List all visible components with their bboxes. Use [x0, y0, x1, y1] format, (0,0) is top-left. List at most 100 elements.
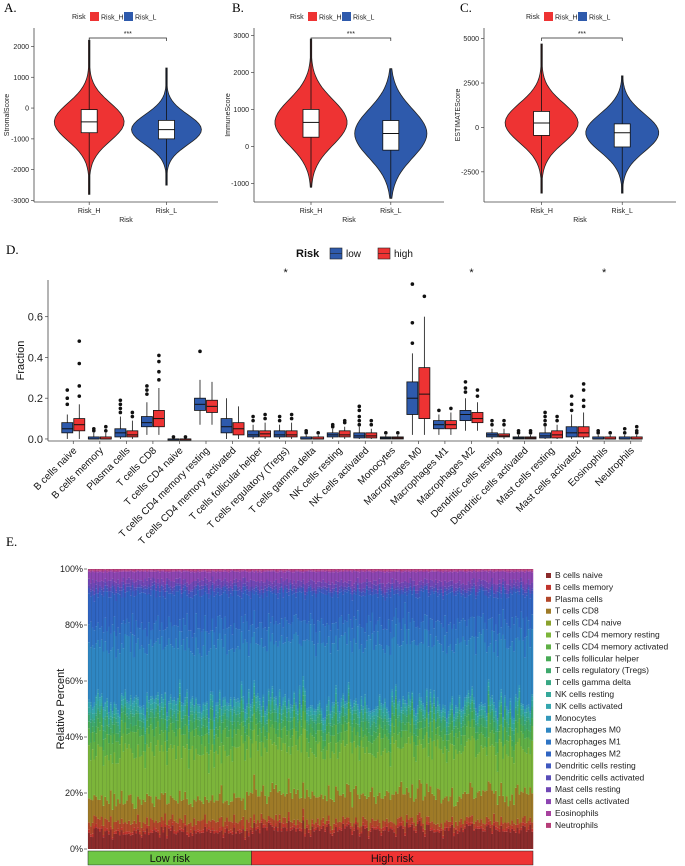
outlier-point — [582, 398, 586, 402]
stack-segment — [288, 817, 290, 821]
stack-segment — [161, 584, 163, 585]
stack-segment — [241, 690, 243, 698]
stack-segment — [295, 705, 297, 709]
stack-segment — [95, 726, 97, 733]
stack-segment — [462, 751, 464, 793]
outlier-point — [570, 403, 574, 407]
stack-segment — [448, 801, 450, 822]
stack-segment — [204, 592, 206, 615]
stack-segment — [262, 828, 264, 849]
stack-segment — [397, 702, 399, 704]
stack-segment — [404, 794, 406, 826]
stack-segment — [364, 569, 366, 571]
stack-segment — [99, 588, 101, 592]
stack-segment — [371, 572, 373, 583]
stack-segment — [106, 725, 108, 734]
stack-segment — [433, 583, 435, 588]
stack-segment — [204, 728, 206, 735]
stack-segment — [110, 634, 112, 650]
stack-segment — [400, 731, 402, 738]
stack-segment — [324, 829, 326, 832]
stack-segment — [350, 823, 352, 827]
stack-segment — [132, 709, 134, 714]
stack-segment — [320, 752, 322, 794]
stack-segment — [110, 588, 112, 592]
stack-segment — [400, 573, 402, 583]
stack-segment — [364, 829, 366, 849]
stack-segment — [397, 572, 399, 582]
stack-segment — [462, 794, 464, 824]
stack-segment — [302, 701, 304, 711]
stack-segment — [241, 723, 243, 736]
stack-segment — [455, 644, 457, 705]
stack-segment — [208, 729, 210, 732]
stack-segment — [233, 713, 235, 722]
stack-segment — [103, 766, 105, 806]
stack-segment — [288, 582, 290, 589]
stack-segment — [190, 597, 192, 631]
stack-segment — [273, 728, 275, 742]
stack-segment — [393, 713, 395, 716]
stack-segment — [153, 644, 155, 699]
stack-segment — [339, 732, 341, 740]
stack-segment — [164, 584, 166, 588]
outlier-point — [555, 419, 559, 423]
stack-segment — [124, 690, 126, 693]
stack-segment — [121, 708, 123, 713]
stack-segment — [168, 803, 170, 820]
stack-segment — [106, 800, 108, 819]
stack-segment — [182, 588, 184, 592]
stack-segment — [448, 717, 450, 723]
stack-segment — [328, 723, 330, 733]
stack-segment — [371, 755, 373, 787]
stack-segment — [299, 592, 301, 621]
stack-segment — [317, 587, 319, 589]
significance-mark: * — [469, 267, 474, 279]
stack-segment — [259, 569, 261, 570]
stack-segment — [404, 725, 406, 731]
stack-segment — [168, 579, 170, 585]
outlier-point — [184, 435, 188, 439]
y-tick-label: -1000 — [231, 181, 249, 188]
stack-segment — [291, 729, 293, 736]
stack-segment — [426, 630, 428, 689]
stack-segment — [284, 590, 286, 618]
stack-segment — [135, 696, 137, 699]
stack-segment — [128, 591, 130, 622]
stack-segment — [132, 803, 134, 823]
stack-segment — [175, 626, 177, 639]
stack-segment — [233, 824, 235, 827]
outlier-point — [251, 419, 255, 423]
stack-segment — [201, 714, 203, 719]
stack-segment — [426, 718, 428, 732]
stack-segment — [400, 723, 402, 731]
stack-segment — [382, 630, 384, 650]
stack-segment — [317, 644, 319, 705]
stack-segment — [132, 732, 134, 753]
stack-segment — [284, 706, 286, 709]
stack-segment — [262, 706, 264, 709]
stack-segment — [320, 593, 322, 619]
outlier-point — [623, 427, 627, 431]
stack-segment — [346, 826, 348, 849]
stack-segment — [121, 694, 123, 696]
stack-segment — [302, 711, 304, 729]
stack-segment — [161, 710, 163, 719]
stack-segment — [375, 804, 377, 821]
stack-segment — [397, 704, 399, 709]
stack-segment — [317, 589, 319, 594]
stack-segment — [262, 709, 264, 716]
stack-segment — [360, 705, 362, 710]
stack-segment — [233, 590, 235, 623]
stack-segment — [379, 585, 381, 588]
legend-label: Risk_L — [589, 15, 611, 22]
stack-segment — [193, 572, 195, 581]
stack-segment — [168, 587, 170, 594]
stack-segment — [291, 640, 293, 705]
stack-segment — [204, 823, 206, 826]
stack-segment — [208, 829, 210, 849]
stack-segment — [157, 695, 159, 699]
stack-segment — [103, 835, 105, 837]
stack-segment — [400, 590, 402, 594]
stack-segment — [353, 569, 355, 570]
